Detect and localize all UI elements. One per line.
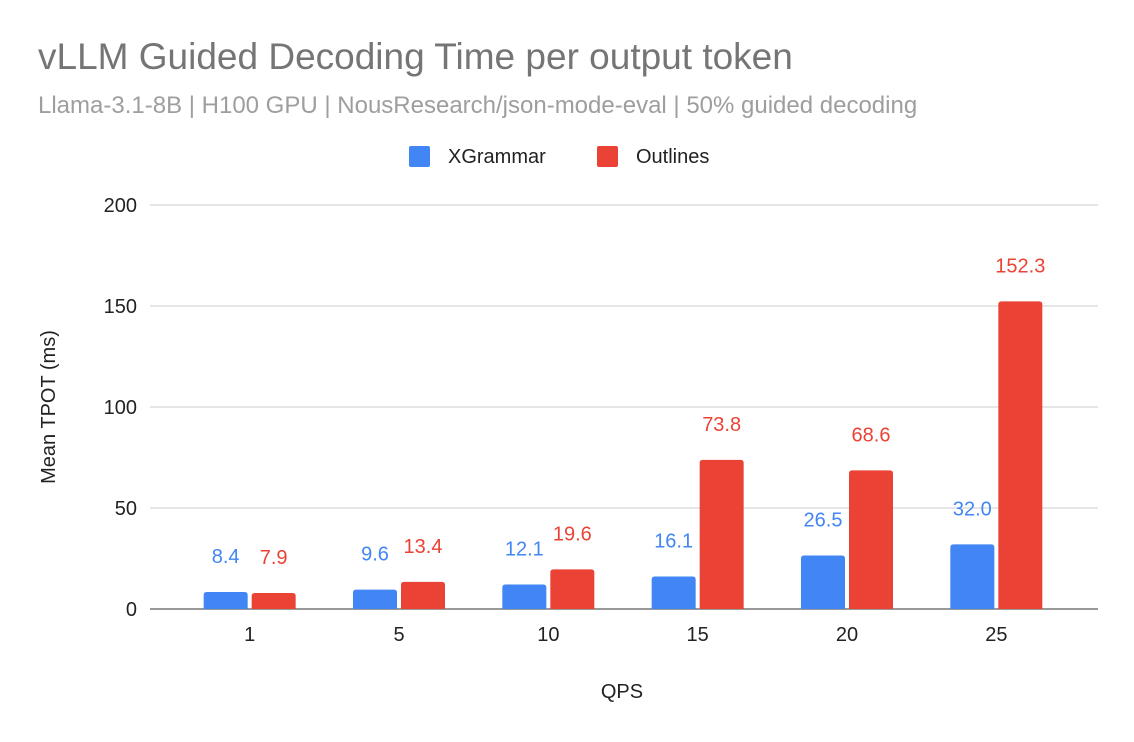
- bar-outlines: [849, 470, 893, 609]
- data-label: 9.6: [361, 544, 389, 566]
- bars: 8.4 7.9 9.6 13.4 12.1 19.6 16.1 73.8 26.5 68.6 32.…: [203, 255, 1045, 609]
- legend-swatch: [597, 146, 618, 167]
- bar-xgrammar: [651, 576, 696, 609]
- y-axis-title: Mean TPOT (ms): [38, 330, 60, 484]
- data-label: 16.1: [654, 530, 693, 552]
- bar-xgrammar: [353, 589, 397, 609]
- data-label: 26.5: [804, 509, 843, 531]
- bar-outlines: [401, 581, 445, 609]
- data-label: 7.9: [260, 547, 288, 569]
- data-label: 68.6: [852, 424, 891, 446]
- y-tick-label: 200: [104, 195, 137, 217]
- data-label: 32.0: [953, 498, 992, 520]
- legend: XGrammar Outlines: [409, 146, 709, 168]
- x-tick-label: 5: [393, 624, 404, 646]
- bar-outlines: [699, 459, 744, 609]
- x-tick-label: 25: [985, 624, 1007, 646]
- chart-title: vLLM Guided Decoding Time per output tok…: [38, 36, 793, 77]
- legend-swatch: [409, 146, 430, 167]
- bar-xgrammar: [203, 592, 248, 609]
- data-label: 12.1: [505, 539, 544, 561]
- data-label: 19.6: [553, 523, 592, 545]
- legend-label: XGrammar: [448, 146, 546, 168]
- y-tick-label: 50: [115, 498, 137, 520]
- data-label: 13.4: [404, 536, 443, 558]
- bar-xgrammar: [502, 584, 547, 609]
- bar-outlines: [998, 301, 1043, 609]
- y-tick-label: 150: [104, 296, 137, 318]
- x-tick-label: 20: [836, 624, 858, 646]
- x-tick-label: 15: [687, 624, 709, 646]
- x-axis-title: QPS: [601, 681, 643, 703]
- data-label: 8.4: [212, 546, 240, 568]
- data-label: 152.3: [995, 255, 1045, 277]
- gridlines: 0 50 100 150 200: [104, 195, 1098, 621]
- x-tick-label: 10: [537, 624, 559, 646]
- bar-outlines: [251, 593, 296, 609]
- legend-label: Outlines: [636, 146, 709, 168]
- x-tick-label: 1: [244, 624, 255, 646]
- bar-outlines: [550, 569, 595, 609]
- chart-subtitle: Llama-3.1-8B | H100 GPU | NousResearch/j…: [38, 92, 917, 119]
- bar-xgrammar: [801, 555, 845, 609]
- x-tick-labels: 1 5 10 15 20 25: [244, 624, 1007, 646]
- y-tick-label: 100: [104, 397, 137, 419]
- y-tick-label: 0: [126, 599, 137, 621]
- bar-xgrammar: [950, 544, 995, 609]
- data-label: 73.8: [702, 414, 741, 436]
